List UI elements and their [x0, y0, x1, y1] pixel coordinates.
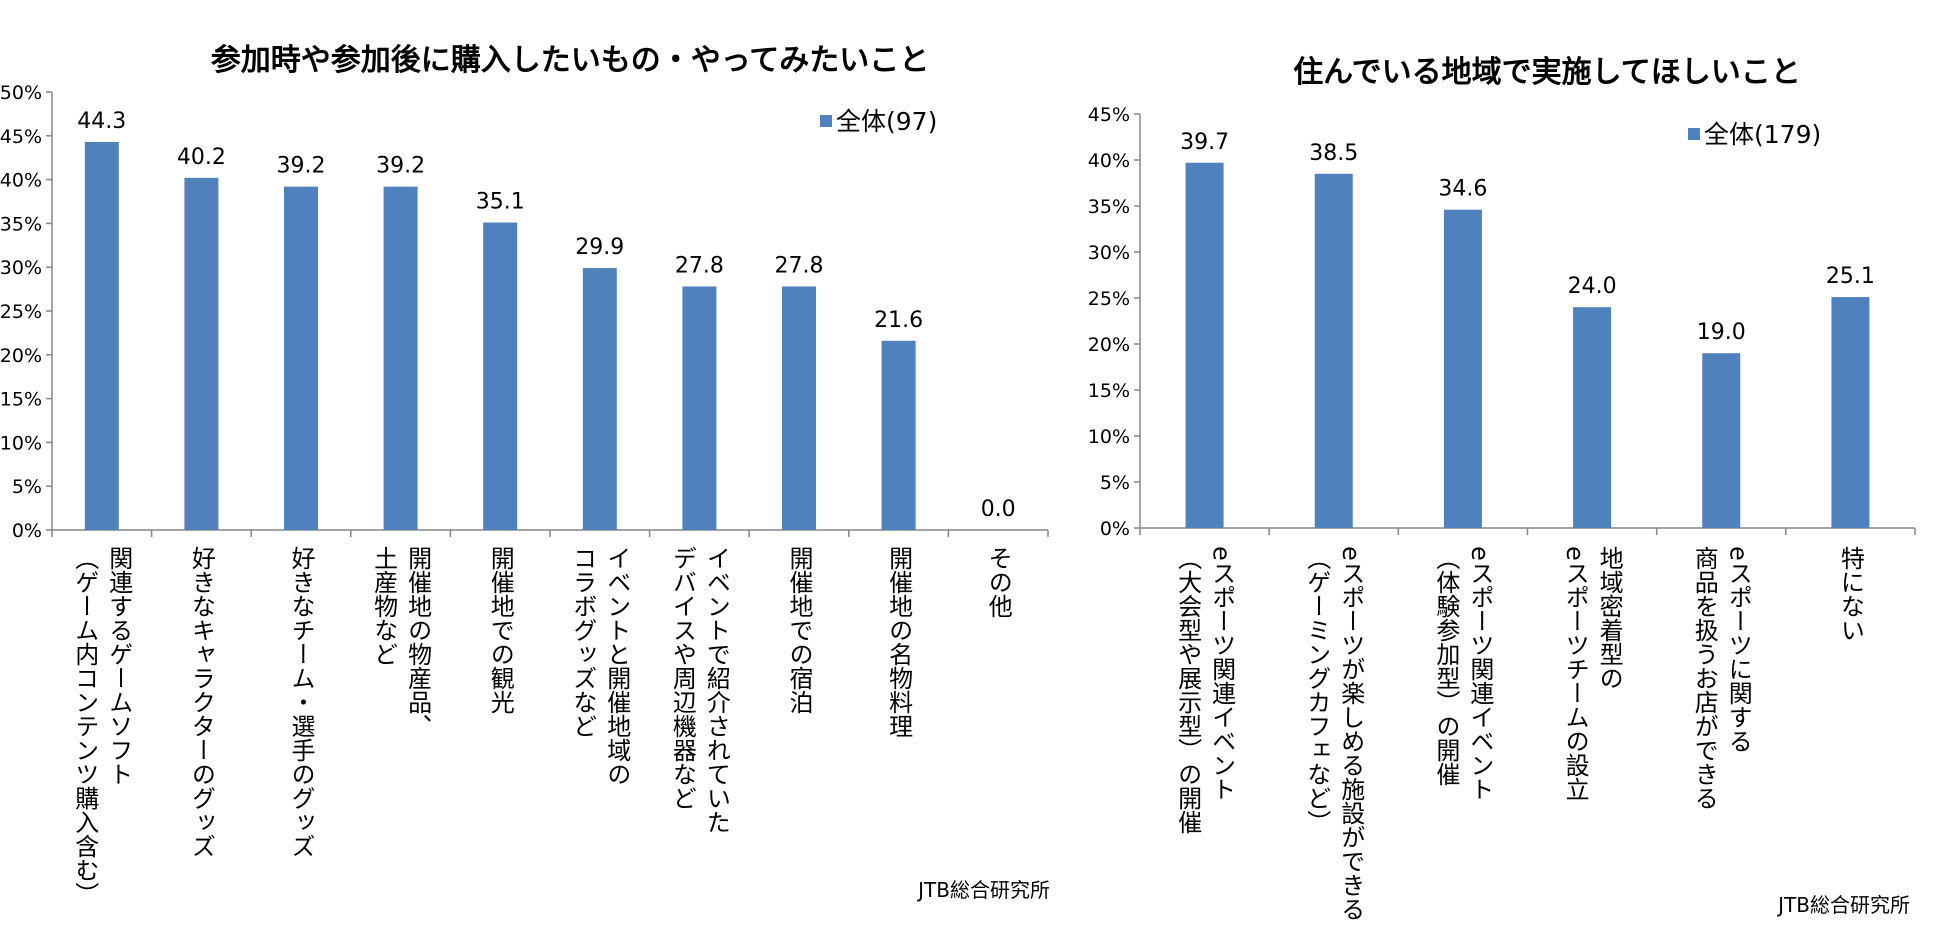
bar — [1443, 209, 1482, 528]
data-label: 39.2 — [376, 154, 425, 179]
category-label: eスポーツに関する — [1724, 546, 1752, 753]
y-tick-label: 25% — [0, 301, 42, 323]
data-label: 27.8 — [775, 253, 824, 278]
legend-label: 全体(97) — [836, 107, 937, 136]
data-label: 19.0 — [1697, 320, 1746, 345]
chart-1: 参加時や参加後に購入したいもの・やってみたいこと 0% 5% 10% 15% 20% 25%… — [0, 43, 1050, 906]
category-label: デバイスや周辺機器など — [668, 546, 696, 810]
bar — [284, 186, 318, 530]
data-label: 44.3 — [77, 109, 126, 134]
bar — [184, 177, 219, 530]
data-label: 0.0 — [981, 497, 1016, 522]
data-label: 27.8 — [675, 253, 724, 278]
data-label: 39.2 — [277, 154, 326, 179]
y-tick-label: 5% — [12, 476, 42, 498]
y-tick-label: 45% — [0, 126, 42, 148]
y-tick-label: 35% — [0, 213, 42, 235]
chart-title: 参加時や参加後に購入したいもの・やってみたいこと — [211, 43, 930, 78]
category-label: 開催地の物産品、 — [404, 546, 432, 738]
bar — [881, 340, 916, 530]
data-label: 24.0 — [1568, 274, 1617, 299]
data-label: 38.5 — [1309, 141, 1358, 166]
legend-label: 全体(179) — [1704, 120, 1821, 149]
legend-swatch — [1688, 128, 1700, 140]
y-tick-label: 10% — [1088, 426, 1130, 448]
y-tick-label: 20% — [1088, 334, 1130, 356]
y-tick-label: 5% — [1100, 472, 1130, 494]
bar — [84, 141, 119, 530]
bar — [383, 186, 418, 530]
category-label: （ゲーム内コンテンツ購入含む） — [71, 546, 99, 906]
category-label: 好きなチーム・選手のグッズ — [287, 546, 315, 858]
y-tick-label: 15% — [0, 389, 42, 411]
category-label: 土産物など — [370, 546, 398, 666]
bar — [1573, 307, 1612, 528]
bar — [782, 286, 816, 530]
y-tick-label: 50% — [0, 82, 42, 104]
category-label: 関連するゲームソフト — [105, 546, 133, 786]
category-label: eスポーツチームの設立 — [1561, 546, 1589, 801]
bar — [1314, 173, 1353, 529]
chart-2: 住んでいる地域で実施してほしいこと 0% 5% 10% 15% 20% 25% 30% 35% 4… — [1088, 55, 1916, 921]
category-label: 好きなキャラクターのグッズ — [187, 546, 215, 858]
y-tick-label: 0% — [1100, 518, 1130, 540]
y-tick-label: 15% — [1088, 380, 1130, 402]
category-label: （大会型や展示型）の開催 — [1174, 546, 1202, 834]
bar — [1185, 162, 1224, 528]
y-tick-label: 45% — [1088, 104, 1130, 126]
data-label: 29.9 — [575, 235, 624, 260]
category-label: eスポーツが楽しめる施設ができる — [1337, 546, 1365, 921]
y-tick-label: 0% — [12, 520, 42, 542]
y-tick-label: 35% — [1088, 196, 1130, 218]
data-label: 21.6 — [874, 308, 923, 333]
y-tick-label: 25% — [1088, 288, 1130, 310]
category-label: イベントで紹介されていた — [702, 546, 730, 834]
category-label: （ゲーミングカフェなど） — [1303, 546, 1331, 834]
category-label: 開催地の名物料理 — [885, 546, 913, 738]
data-label: 34.6 — [1438, 177, 1487, 202]
bar — [582, 268, 617, 530]
category-label: eスポーツ関連イベント — [1208, 546, 1236, 801]
legend-swatch — [820, 115, 832, 127]
y-tick-label: 30% — [1088, 242, 1130, 264]
y-tick-label: 40% — [1088, 150, 1130, 172]
bar — [1702, 353, 1741, 528]
category-label: eスポーツ関連イベント — [1466, 546, 1494, 801]
y-tick-label: 20% — [0, 345, 42, 367]
category-label: （体験参加型）の開催 — [1432, 546, 1460, 786]
bar — [1831, 297, 1870, 528]
bar — [483, 222, 518, 531]
data-label: 35.1 — [476, 190, 525, 215]
y-tick-label: 10% — [0, 432, 42, 454]
data-label: 40.2 — [177, 145, 226, 170]
y-tick-label: 30% — [0, 257, 42, 279]
category-label: 商品を扱うお店ができる — [1690, 546, 1718, 810]
category-label: 地域密着型の — [1595, 546, 1623, 690]
category-label: その他 — [984, 546, 1012, 618]
chart-title: 住んでいる地域で実施してほしいこと — [1293, 55, 1801, 90]
data-label: 39.7 — [1180, 130, 1229, 155]
bar — [682, 286, 717, 530]
category-label: 特にない — [1836, 546, 1864, 642]
category-label: 開催地での宿泊 — [785, 546, 813, 714]
data-label: 25.1 — [1826, 264, 1875, 289]
source-label: JTB総合研究所 — [916, 878, 1050, 902]
source-label: JTB総合研究所 — [1776, 893, 1910, 917]
category-label: コラボグッズなど — [569, 546, 597, 738]
y-tick-label: 40% — [0, 170, 42, 192]
category-label: イベントと開催地域の — [603, 546, 631, 786]
category-label: 開催地での観光 — [486, 546, 514, 714]
